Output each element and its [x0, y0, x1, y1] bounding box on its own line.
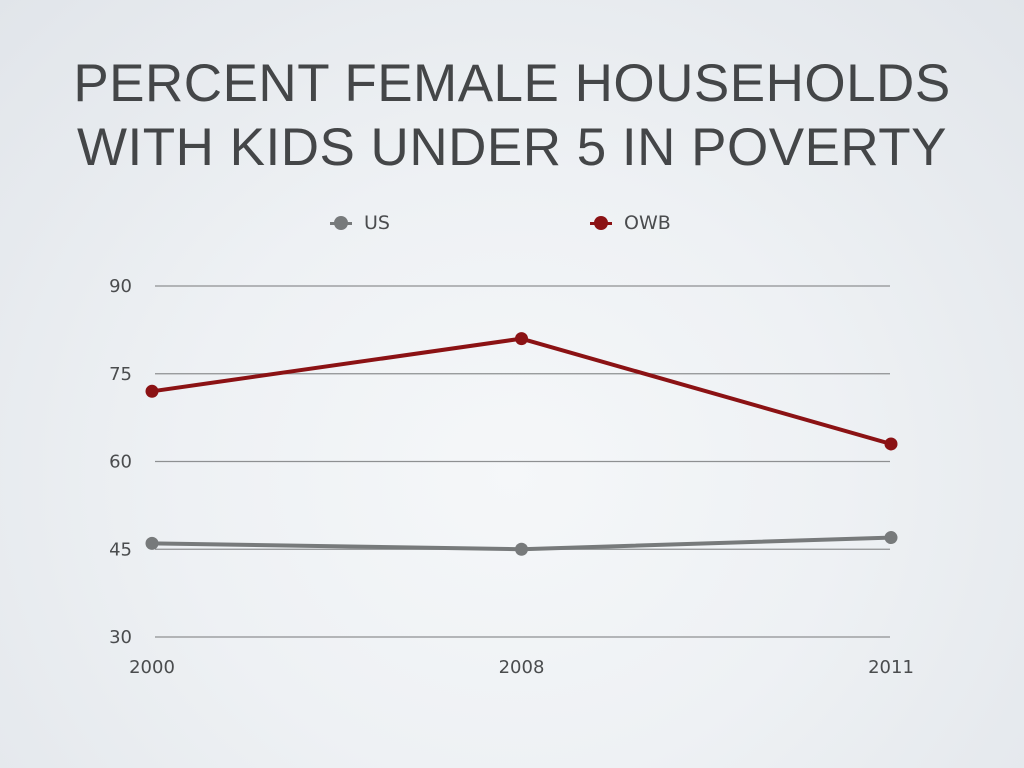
title-line-2: WITH KIDS UNDER 5 IN POVERTY — [77, 118, 947, 177]
y-tick-label-30: 30 — [109, 627, 132, 648]
legend-marker-owb — [590, 216, 612, 230]
chart-legend: US OWB — [0, 206, 1024, 240]
point-us-2008 — [515, 542, 528, 556]
series-line-owb — [150, 336, 893, 446]
point-owb-2008 — [515, 332, 528, 346]
legend-item-owb: OWB — [590, 206, 671, 240]
slide-title: PERCENT FEMALE HOUSEHOLDS WITH KIDS UNDE… — [0, 52, 1024, 180]
point-owb-2000 — [145, 384, 159, 398]
point-us-2000 — [145, 536, 159, 550]
point-us-2011 — [884, 531, 898, 545]
point-owb-2011 — [884, 437, 898, 451]
legend-label-us: US — [364, 212, 390, 234]
y-tick-label-60: 60 — [109, 452, 132, 473]
x-tick-label-2011: 2011 — [868, 657, 914, 678]
x-tick-label-2008: 2008 — [499, 657, 545, 678]
legend-marker-us — [330, 216, 352, 230]
legend-label-owb: OWB — [624, 212, 671, 234]
legend-dot-us — [334, 216, 348, 230]
title-line-1: PERCENT FEMALE HOUSEHOLDS — [73, 54, 951, 113]
y-tick-label-75: 75 — [109, 364, 132, 385]
legend-item-us: US — [330, 206, 390, 240]
y-tick-label-90: 90 — [109, 276, 132, 297]
legend-dot-owb — [594, 216, 608, 230]
y-tick-label-45: 45 — [109, 539, 132, 560]
x-tick-label-2000: 2000 — [129, 657, 175, 678]
